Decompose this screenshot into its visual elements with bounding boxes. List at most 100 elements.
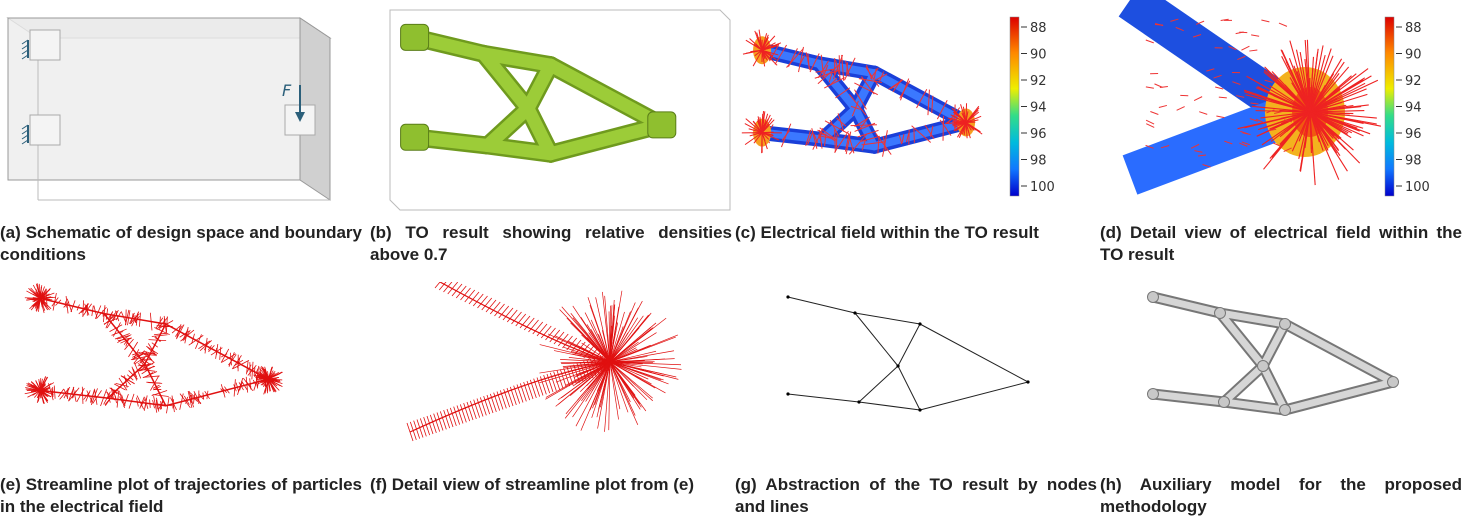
node-block bbox=[401, 124, 429, 150]
field-line bbox=[434, 414, 440, 432]
field-line bbox=[440, 411, 446, 429]
truss-member bbox=[551, 125, 662, 154]
truss-member bbox=[855, 313, 920, 324]
colorbar-tick-label: 90 bbox=[1030, 48, 1047, 63]
subfigure: (h) Auxiliary model for the proposed met… bbox=[1100, 282, 1462, 518]
field-line bbox=[1249, 50, 1257, 51]
subfigure: (e) Streamline plot of trajectories of p… bbox=[0, 282, 362, 518]
truss-member bbox=[859, 366, 898, 402]
node bbox=[786, 392, 789, 395]
node bbox=[1280, 405, 1291, 416]
field-line bbox=[1216, 116, 1224, 118]
subfigure: (b) TO result showing relative densities… bbox=[370, 0, 732, 266]
streamline bbox=[410, 282, 610, 432]
subfigure-image bbox=[1100, 282, 1462, 470]
node bbox=[1219, 397, 1230, 408]
field-line bbox=[457, 406, 463, 424]
field-line bbox=[1146, 124, 1154, 128]
truss-member bbox=[104, 314, 145, 364]
node bbox=[896, 364, 899, 367]
field-line bbox=[914, 129, 915, 143]
colorbar bbox=[1385, 17, 1394, 196]
truss-member bbox=[1224, 366, 1263, 402]
node bbox=[1026, 380, 1029, 383]
field-line bbox=[1177, 107, 1185, 111]
page: F(a) Schematic of design space and bound… bbox=[0, 0, 1465, 504]
subfigure: (f) Detail view of streamline plot from … bbox=[370, 282, 732, 496]
field-line bbox=[444, 410, 450, 428]
node bbox=[1258, 361, 1269, 372]
colorbar-tick-label: 94 bbox=[1405, 101, 1422, 116]
truss-member bbox=[108, 364, 145, 398]
colorbar-tick-label: 100 bbox=[1030, 180, 1055, 195]
truss-member bbox=[788, 394, 859, 402]
truss-member bbox=[859, 402, 920, 410]
truss-member bbox=[1285, 324, 1393, 382]
colorbar-tick-label: 98 bbox=[1030, 154, 1047, 169]
field-line bbox=[447, 409, 453, 427]
truss-member bbox=[166, 379, 269, 406]
truss-member bbox=[920, 382, 1028, 410]
node bbox=[853, 311, 856, 314]
subfigure-image bbox=[0, 282, 362, 470]
truss-member bbox=[1153, 394, 1224, 402]
colorbar-tick-label: 96 bbox=[1405, 127, 1422, 142]
node bbox=[1280, 319, 1291, 330]
field-line bbox=[839, 55, 840, 79]
tube bbox=[1130, 0, 1290, 110]
force-label: F bbox=[282, 81, 292, 100]
field-line bbox=[1155, 25, 1163, 26]
field-line bbox=[1146, 40, 1154, 43]
truss-member bbox=[1285, 382, 1393, 410]
node bbox=[1215, 308, 1226, 319]
field-line bbox=[437, 413, 443, 431]
support-cube bbox=[30, 30, 60, 60]
caption: (c) Electrical field within the TO resul… bbox=[735, 222, 1097, 244]
truss-member bbox=[166, 324, 269, 379]
field-line bbox=[1199, 112, 1207, 115]
caption: (f) Detail view of streamline plot from … bbox=[370, 474, 732, 496]
truss-member bbox=[920, 324, 1028, 382]
field-line bbox=[1154, 84, 1162, 87]
colorbar-tick-label: 90 bbox=[1405, 48, 1422, 63]
field-line bbox=[1146, 87, 1154, 88]
colorbar-tick-label: 94 bbox=[1030, 101, 1047, 116]
field-line bbox=[450, 408, 456, 426]
field-line bbox=[452, 284, 462, 296]
field-line bbox=[1219, 97, 1227, 98]
field-line bbox=[610, 313, 651, 362]
field-line bbox=[1150, 112, 1158, 115]
caption: (h) Auxiliary model for the proposed met… bbox=[1100, 474, 1462, 518]
colorbar-tick-label: 88 bbox=[1030, 21, 1047, 36]
field-line bbox=[460, 404, 466, 422]
truss-member bbox=[551, 65, 662, 125]
subfigure: F(a) Schematic of design space and bound… bbox=[0, 0, 362, 266]
node bbox=[1148, 389, 1159, 400]
truss-member bbox=[145, 364, 166, 406]
truss-member bbox=[40, 298, 104, 313]
colorbar bbox=[1010, 17, 1019, 196]
caption: (g) Abstraction of the TO result by node… bbox=[735, 474, 1097, 518]
field-line bbox=[1146, 120, 1154, 124]
field-line bbox=[454, 407, 460, 425]
field-line bbox=[495, 304, 505, 316]
field-line bbox=[1261, 20, 1269, 22]
subfigure: (g) Abstraction of the TO result by node… bbox=[735, 282, 1097, 518]
subfigure-image bbox=[370, 0, 732, 218]
truss-member bbox=[145, 324, 166, 364]
node bbox=[1148, 292, 1159, 303]
node bbox=[918, 408, 921, 411]
field-line bbox=[851, 125, 877, 126]
colorbar-tick-label: 100 bbox=[1405, 180, 1430, 195]
node-block bbox=[401, 24, 429, 50]
field-line bbox=[448, 282, 458, 294]
field-line bbox=[1239, 32, 1247, 33]
field-line bbox=[1159, 105, 1167, 107]
field-line bbox=[424, 417, 430, 435]
field-line bbox=[1279, 23, 1287, 26]
colorbar-tick-label: 92 bbox=[1405, 74, 1422, 89]
